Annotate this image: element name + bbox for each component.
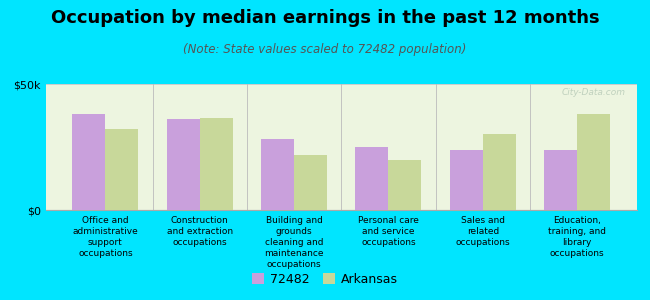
- Bar: [450, 149, 483, 210]
- Bar: [356, 147, 389, 210]
- Bar: [166, 119, 200, 210]
- Bar: [72, 114, 105, 210]
- Legend: 72482, Arkansas: 72482, Arkansas: [247, 268, 403, 291]
- Bar: [389, 160, 421, 210]
- Bar: [577, 114, 610, 210]
- Bar: [294, 154, 327, 210]
- Bar: [261, 140, 294, 210]
- Text: (Note: State values scaled to 72482 population): (Note: State values scaled to 72482 popu…: [183, 44, 467, 56]
- Bar: [200, 118, 233, 210]
- Text: City-Data.com: City-Data.com: [561, 88, 625, 97]
- Bar: [105, 129, 138, 210]
- Text: Occupation by median earnings in the past 12 months: Occupation by median earnings in the pas…: [51, 9, 599, 27]
- Bar: [544, 149, 577, 210]
- Bar: [483, 134, 516, 210]
